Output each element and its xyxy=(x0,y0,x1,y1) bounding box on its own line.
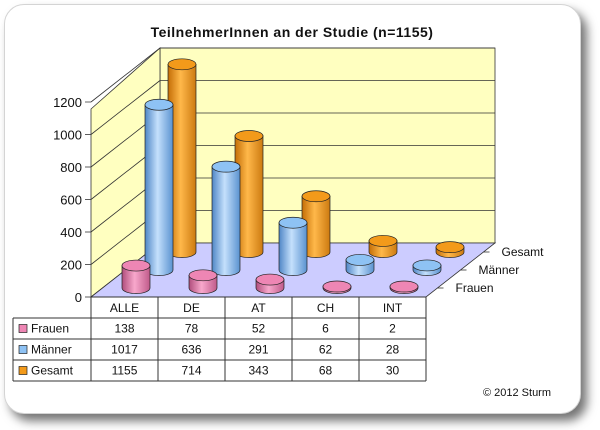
bar-top xyxy=(345,254,375,266)
y-tick-label: 1200 xyxy=(53,95,82,110)
legend-swatch-frauen xyxy=(18,324,28,333)
data-label: 62 xyxy=(319,343,333,357)
bar-top xyxy=(121,259,151,272)
y-tick-label: 600 xyxy=(60,193,82,208)
depth-axis-label-frauen: Frauen xyxy=(456,281,494,295)
bar-frauen-alle xyxy=(121,259,151,294)
data-label: 138 xyxy=(114,322,134,336)
bar-top xyxy=(144,98,174,111)
bars xyxy=(121,58,465,294)
bar-männer-ch xyxy=(345,254,375,276)
x-tick-label: AT xyxy=(251,301,266,315)
grid-line-side xyxy=(90,80,161,135)
bar-top xyxy=(322,280,352,293)
bar-männer-at xyxy=(278,216,308,276)
bar-männer-int xyxy=(412,259,442,276)
legend-label-frauen: Frauen xyxy=(31,322,69,336)
data-label: 1155 xyxy=(112,364,138,378)
bar-top xyxy=(368,235,398,247)
bar-body xyxy=(278,222,308,276)
y-tick-label: 1000 xyxy=(53,128,82,143)
bar-top xyxy=(278,216,308,229)
bar-gesamt-int xyxy=(435,241,465,258)
data-label: 52 xyxy=(252,322,266,336)
y-axis-ticks: 0 200 400 600 800 1000 1200 xyxy=(53,95,91,305)
bar-frauen-de xyxy=(188,269,218,294)
data-label: 1017 xyxy=(111,343,138,357)
x-tick-label: ALLE xyxy=(110,301,139,315)
bar-top xyxy=(301,190,331,203)
depth-axis-label-männer: Männer xyxy=(479,263,520,277)
bar-top xyxy=(412,259,442,272)
y-tick-label: 400 xyxy=(60,225,82,240)
bar-gesamt-de xyxy=(234,130,264,258)
legend-swatch-männer xyxy=(18,345,28,354)
data-label: 714 xyxy=(181,364,201,378)
bar-top xyxy=(435,241,465,253)
grid-line-side xyxy=(90,47,161,103)
bar-top xyxy=(211,160,241,173)
bar-frauen-int xyxy=(389,280,419,294)
bar-frauen-ch xyxy=(322,280,352,294)
x-tick-label: INT xyxy=(383,301,403,315)
data-label: 78 xyxy=(185,322,199,336)
data-label: 6 xyxy=(322,322,329,336)
bar-frauen-at xyxy=(255,273,285,294)
y-tick-label: 800 xyxy=(60,160,82,175)
depth-axis-labels: Frauen Männer Gesamt xyxy=(437,245,545,295)
y-tick-label: 0 xyxy=(75,290,82,305)
copyright-text: © 2012 Sturm xyxy=(483,387,551,399)
data-label: 68 xyxy=(319,364,333,378)
data-label: 28 xyxy=(386,343,400,357)
bar-body xyxy=(121,265,151,294)
bar-top xyxy=(188,269,218,282)
depth-axis-label-gesamt: Gesamt xyxy=(502,245,545,259)
data-label: 636 xyxy=(181,343,201,357)
chart-svg: TeilnehmerInnen an der Studie (n=1155) 0… xyxy=(12,24,551,399)
bar-body xyxy=(211,166,241,276)
bar-top xyxy=(167,58,197,71)
chart-card: TeilnehmerInnen an der Studie (n=1155) 0… xyxy=(4,4,581,414)
bar-gesamt-ch xyxy=(368,235,398,258)
bar-männer-alle xyxy=(144,98,174,276)
y-tick-label: 200 xyxy=(60,258,82,273)
bar-top xyxy=(255,273,285,286)
bar-männer-de xyxy=(211,160,241,276)
x-tick-label: DE xyxy=(183,301,200,315)
bar-top xyxy=(389,280,419,293)
data-label: 2 xyxy=(389,322,396,336)
bar-top xyxy=(234,130,264,142)
legend-label-männer: Männer xyxy=(31,343,72,357)
x-tick-label: CH xyxy=(317,301,334,315)
legend-label-gesamt: Gesamt xyxy=(31,364,74,378)
data-label: 343 xyxy=(248,364,268,378)
chart-title: TeilnehmerInnen an der Studie (n=1155) xyxy=(151,24,434,40)
data-label: 30 xyxy=(386,364,400,378)
data-label: 291 xyxy=(248,343,268,357)
bar-body xyxy=(144,104,174,276)
legend-swatch-gesamt xyxy=(18,366,28,375)
